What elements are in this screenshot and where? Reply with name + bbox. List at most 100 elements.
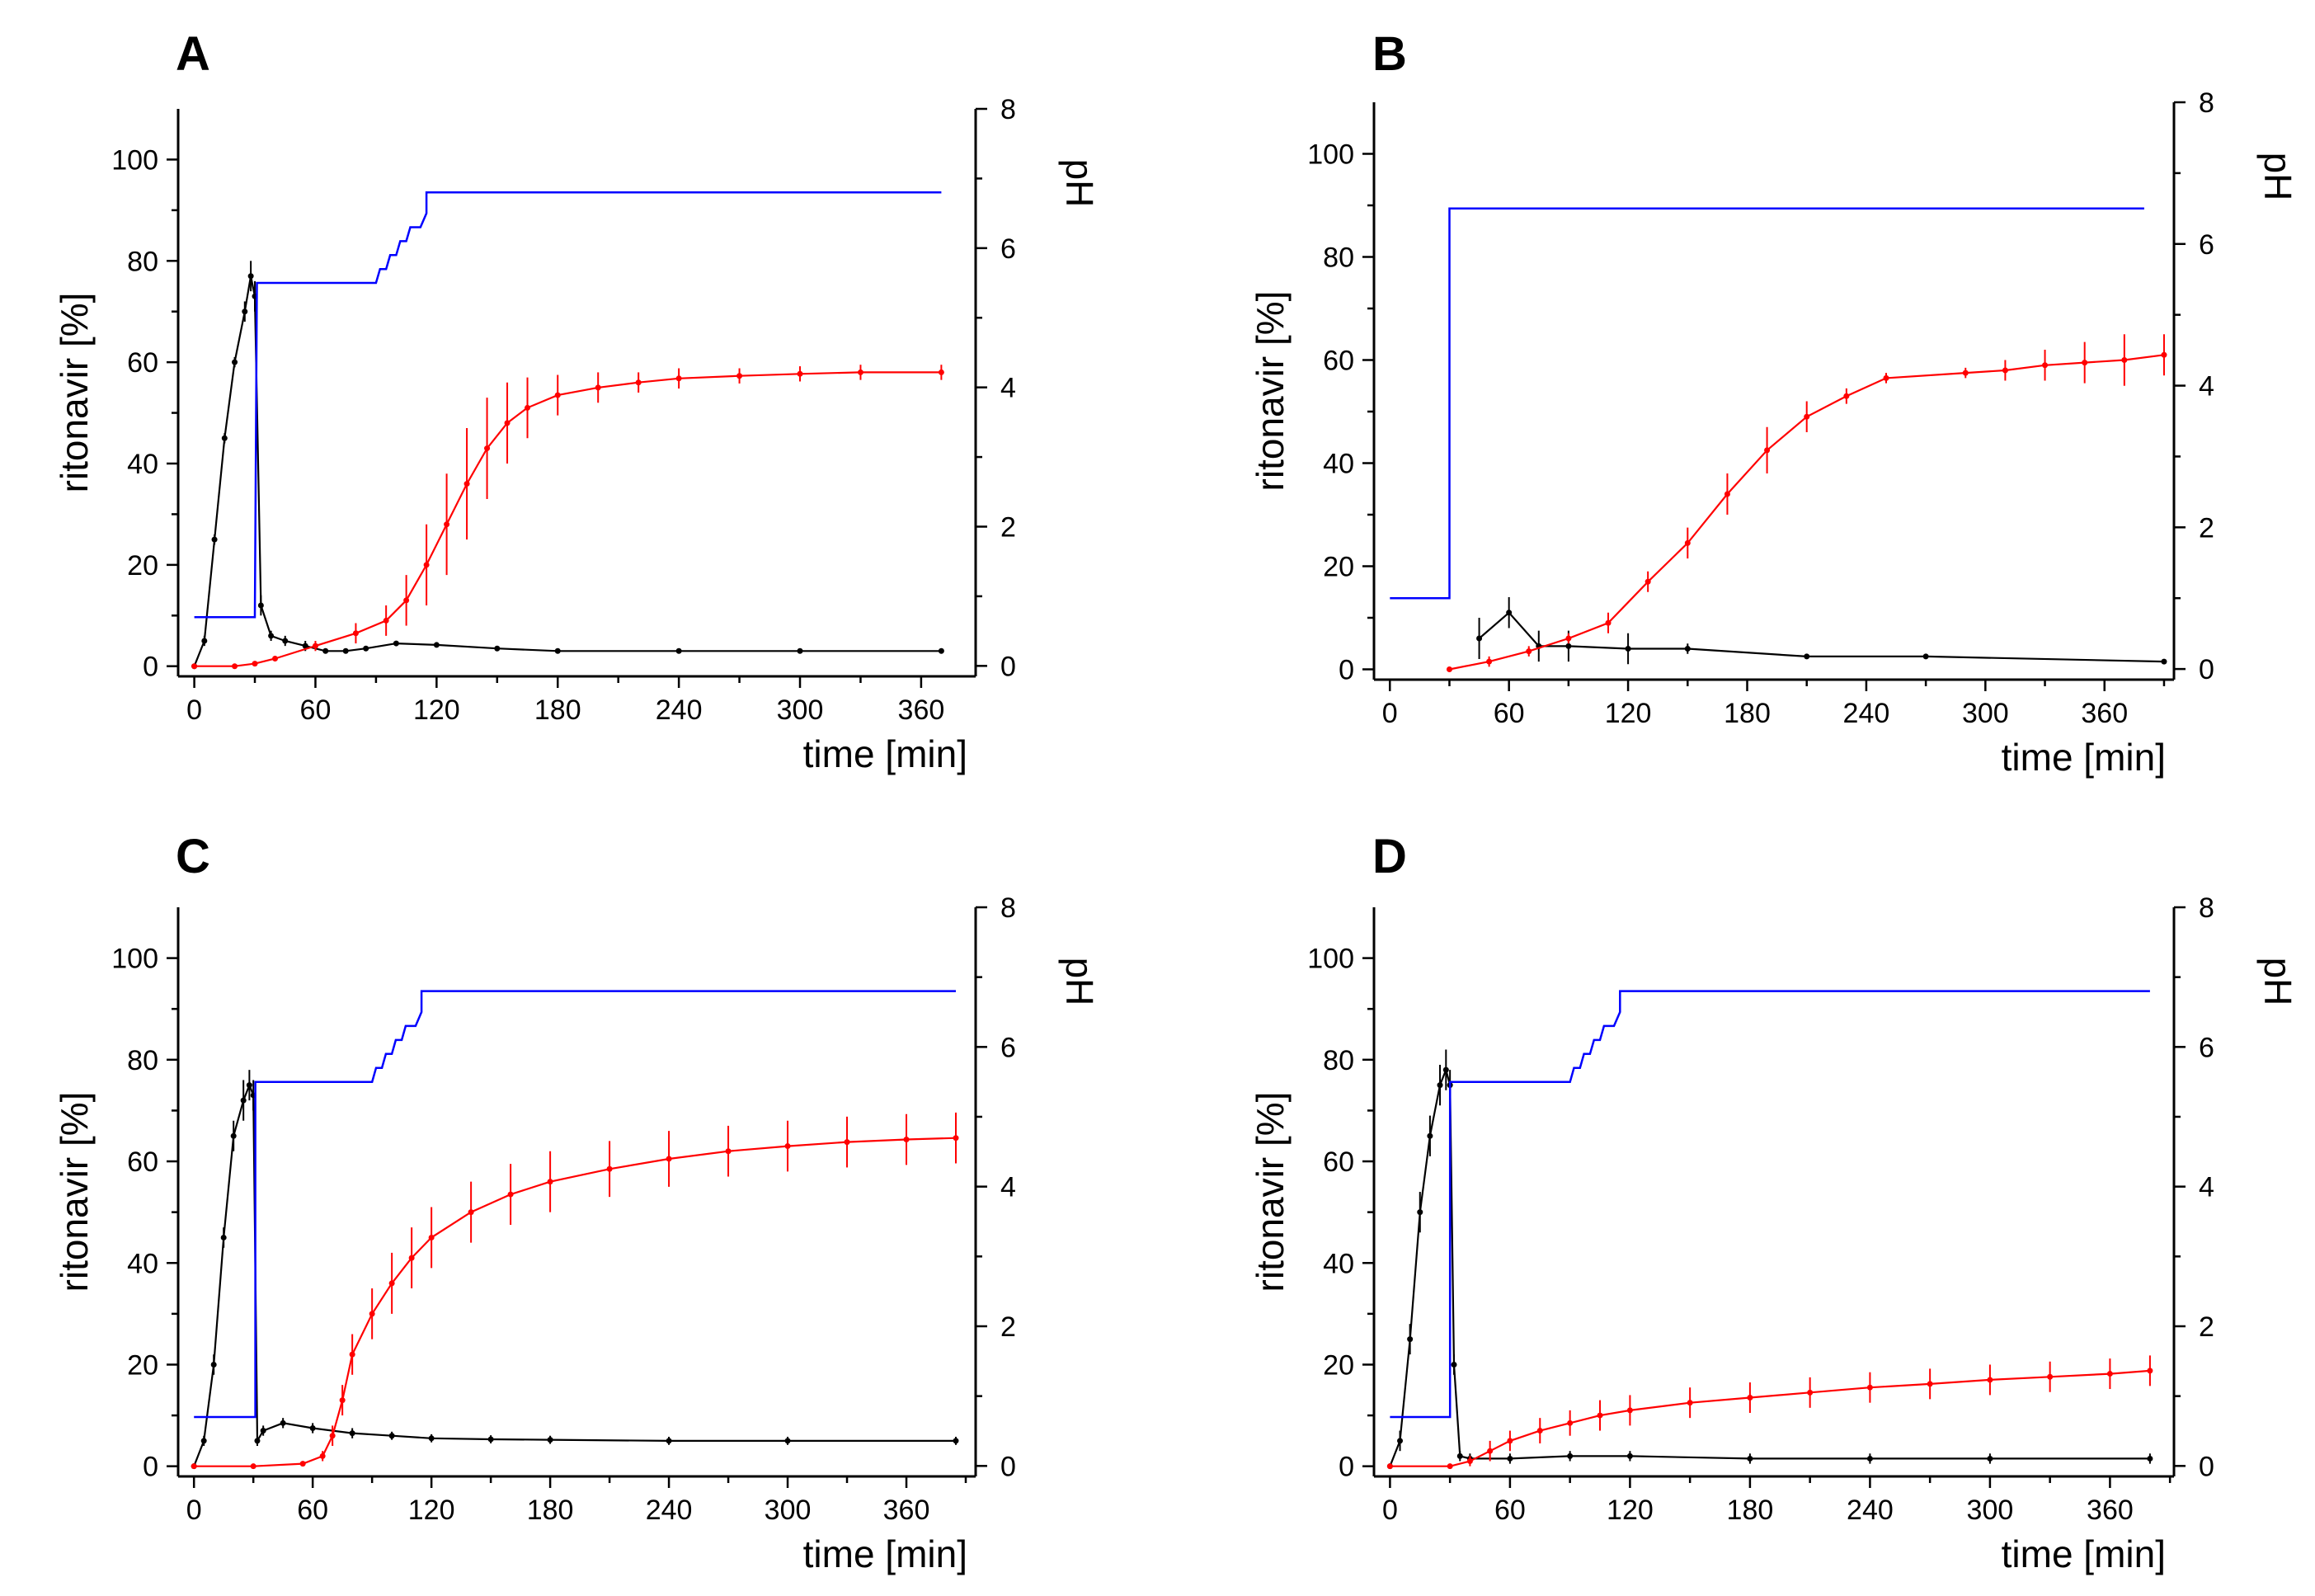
ph-series-line [1390, 207, 2144, 600]
black-series-line [193, 1082, 956, 1467]
data-point [554, 647, 561, 654]
data-point [1565, 635, 1572, 642]
x-axis-title: time [min] [803, 732, 967, 775]
y2-tick-label: 0 [1000, 651, 1016, 682]
y2-axis-title: pH [2256, 958, 2299, 1006]
y-tick-label: 100 [1307, 944, 1354, 975]
y-tick-label: 60 [127, 347, 158, 379]
y-tick-label: 0 [1339, 1452, 1354, 1483]
x-tick-label: 0 [186, 694, 202, 726]
data-point [444, 521, 450, 528]
data-point [280, 1419, 286, 1426]
black-series-line [1478, 611, 2165, 663]
panel-letter: B [1372, 27, 1407, 81]
data-point [1807, 1389, 1814, 1396]
x-tick-label: 240 [1843, 698, 1890, 729]
panel-letter: A [176, 27, 210, 81]
data-point [247, 273, 254, 280]
data-point [635, 379, 642, 386]
data-point [666, 1156, 672, 1162]
x-tick-label: 0 [1382, 698, 1398, 729]
data-point [211, 536, 218, 543]
data-point [507, 1191, 514, 1198]
x-tick-label: 0 [186, 1495, 202, 1526]
data-point [1427, 1132, 1433, 1139]
data-point [463, 481, 470, 487]
data-point [268, 633, 275, 639]
x-tick-label: 300 [777, 694, 824, 726]
data-point [252, 661, 258, 667]
ph-series-line [194, 990, 956, 1419]
x-tick-label: 360 [2081, 698, 2128, 729]
y2-tick-label: 0 [2199, 1451, 2214, 1482]
data-point [675, 647, 682, 654]
data-point [408, 1255, 415, 1261]
data-point [312, 643, 318, 649]
y-tick-label: 40 [127, 1248, 158, 1279]
data-point [339, 1397, 346, 1404]
data-point [1536, 1428, 1543, 1434]
x-tick-label: 120 [408, 1495, 455, 1526]
data-point [1626, 1452, 1633, 1459]
y2-tick-label: 2 [1000, 512, 1016, 544]
data-point [953, 1438, 959, 1444]
data-point [329, 1433, 336, 1439]
data-point [2082, 360, 2088, 366]
data-point [1804, 653, 1810, 660]
data-point [468, 1209, 474, 1216]
black-series [191, 1070, 959, 1470]
y-tick-label: 20 [127, 1349, 158, 1381]
data-point [1597, 1412, 1603, 1419]
x-tick-label: 120 [1607, 1495, 1654, 1526]
data-point [260, 1428, 266, 1434]
x-axis-title: time [min] [803, 1532, 967, 1575]
data-point [2042, 362, 2049, 369]
data-point [938, 369, 944, 375]
data-point [1987, 1455, 1993, 1462]
red-series [1446, 334, 2167, 672]
y2-tick-label: 4 [2199, 371, 2214, 403]
data-point [210, 1361, 217, 1368]
data-point [487, 1436, 494, 1443]
data-point [1437, 1082, 1443, 1089]
data-point [595, 384, 601, 391]
data-point [282, 638, 289, 644]
data-point [1684, 646, 1691, 652]
y-tick-label: 0 [143, 652, 158, 683]
y2-tick-label: 6 [1000, 1032, 1016, 1063]
data-point [1962, 370, 1969, 376]
ph-series-line [194, 191, 942, 619]
y-tick-label: 0 [1339, 655, 1354, 686]
data-point [388, 1433, 395, 1439]
y-tick-label: 20 [1323, 1349, 1354, 1381]
data-point [1526, 648, 1532, 655]
x-tick-label: 60 [297, 1495, 328, 1526]
panel-d: D 0 60 120 180 240 300 360 0 20 40 60 80 100 0 2 4 6 8 time… [1249, 830, 2299, 1575]
data-point [1747, 1395, 1753, 1401]
y2-tick-label: 4 [1000, 373, 1016, 404]
data-point [2147, 1455, 2153, 1462]
data-point [1507, 1455, 1513, 1462]
data-point [349, 1430, 355, 1437]
data-point [1447, 1463, 1453, 1470]
data-point [1466, 1458, 1473, 1465]
data-point [1987, 1377, 1993, 1383]
data-point [797, 647, 803, 654]
data-point [403, 597, 410, 604]
data-point [797, 370, 803, 377]
data-point [1506, 610, 1513, 616]
data-point [1684, 539, 1691, 546]
data-point [388, 1280, 395, 1287]
data-point [1456, 1452, 1463, 1459]
data-point [857, 369, 863, 375]
data-point [1386, 1463, 1393, 1470]
data-point [257, 602, 264, 609]
red-series [191, 365, 944, 670]
data-point [369, 1311, 375, 1317]
x-tick-label: 0 [1382, 1495, 1398, 1526]
data-point [554, 392, 561, 398]
y2-tick-label: 2 [1000, 1311, 1016, 1343]
x-tick-label: 240 [1847, 1495, 1894, 1526]
data-point [1625, 646, 1631, 652]
